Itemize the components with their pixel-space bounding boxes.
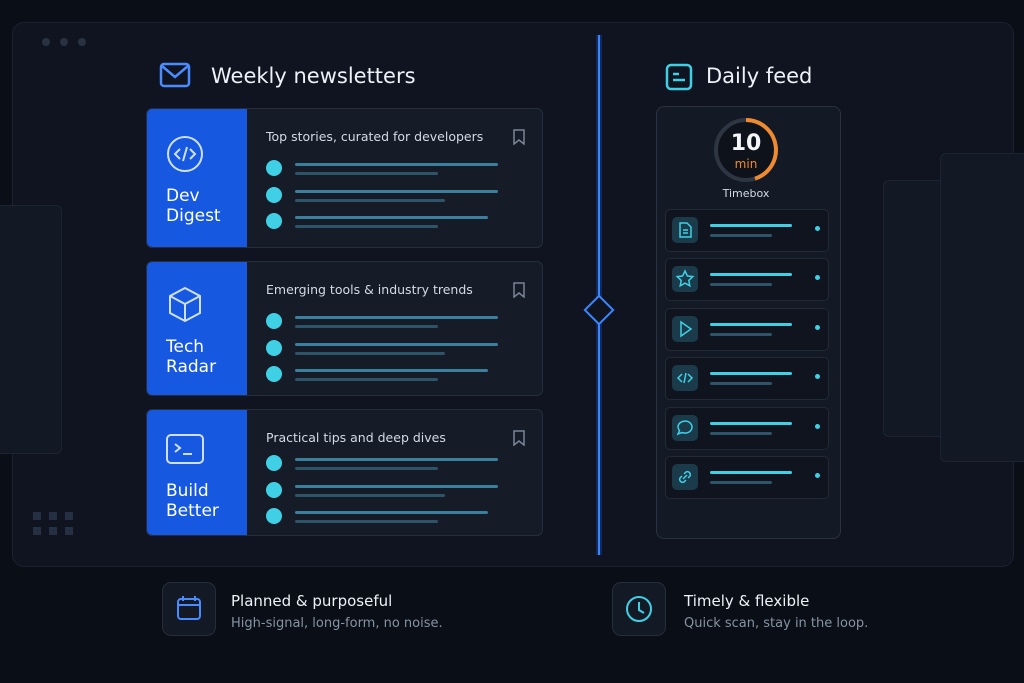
- status-dot: [815, 374, 820, 380]
- check-icon: [266, 313, 282, 329]
- status-dot: [815, 324, 820, 330]
- feed-row[interactable]: [665, 406, 829, 450]
- card-name: Build Better: [166, 480, 219, 521]
- text-line: [710, 431, 772, 435]
- ghost-panel: [0, 205, 62, 454]
- check-icon: [266, 508, 282, 524]
- text-line: [295, 216, 488, 219]
- text-line: [710, 273, 792, 277]
- status-dot: [815, 226, 820, 231]
- footer-subtitle: Quick scan, stay in the loop.: [684, 616, 869, 631]
- newsletter-card: Dev Digest Top stories, curated for devel…: [146, 108, 543, 248]
- text-line: [710, 322, 792, 326]
- text-line: [295, 511, 488, 514]
- feed-icon: [672, 217, 698, 243]
- feed-icon: [672, 464, 698, 490]
- text-line: [295, 325, 438, 328]
- card-badge: Tech Radar: [147, 262, 247, 395]
- footer-title: Planned & purposeful: [231, 592, 393, 610]
- feed-panel: 10 min Timebox: [656, 106, 841, 539]
- text-line: [295, 190, 498, 193]
- card-description: Practical tips and deep dives: [266, 430, 446, 445]
- feed-icon: [672, 266, 698, 293]
- card-name: Tech Radar: [166, 336, 217, 377]
- clock-icon: [612, 582, 666, 636]
- section-title: Daily feed: [706, 64, 813, 88]
- feed-icon: [672, 315, 698, 342]
- text-line: [710, 283, 772, 287]
- card-badge: Dev Digest: [147, 109, 247, 247]
- check-icon: [266, 455, 282, 471]
- check-icon: [266, 160, 282, 176]
- card-name: Dev Digest: [166, 186, 221, 226]
- text-line: [710, 332, 772, 336]
- text-line: [295, 485, 498, 488]
- bookmark-icon[interactable]: [512, 282, 526, 298]
- text-line: [295, 467, 438, 470]
- footer-title: Timely & flexible: [684, 592, 810, 610]
- bookmark-icon[interactable]: [512, 129, 526, 145]
- ghost-panel: [940, 153, 1024, 462]
- check-icon: [266, 482, 282, 498]
- timer-unit: min: [734, 157, 758, 171]
- text-line: [710, 372, 792, 376]
- text-line: [295, 494, 445, 497]
- text-line: [295, 378, 438, 381]
- card-icon: [167, 136, 203, 172]
- feed-row[interactable]: [665, 456, 829, 499]
- text-line: [710, 421, 792, 425]
- timer-ring: [714, 118, 778, 182]
- newsletter-card: Build Better Practical tips and deep dive…: [146, 409, 543, 536]
- feed-row[interactable]: [665, 258, 829, 302]
- mail-icon: [159, 62, 191, 88]
- card-description: Top stories, curated for developers: [266, 129, 484, 144]
- text-line: [295, 369, 488, 372]
- text-line: [710, 382, 772, 386]
- newsletter-card: Tech Radar Emerging tools & industry tren…: [146, 261, 543, 396]
- feed-row[interactable]: [665, 357, 829, 401]
- card-icon: [169, 286, 201, 322]
- check-icon: [266, 187, 282, 203]
- text-line: [710, 224, 792, 227]
- feed-row[interactable]: [665, 307, 829, 351]
- text-line: [295, 172, 438, 175]
- card-description: Emerging tools & industry trends: [266, 282, 473, 297]
- text-line: [710, 481, 772, 484]
- text-line: [710, 471, 792, 474]
- check-icon: [266, 340, 282, 356]
- text-line: [295, 343, 498, 346]
- feed-icon: [672, 365, 698, 392]
- check-icon: [266, 366, 282, 382]
- status-dot: [815, 473, 820, 478]
- section-title: Weekly newsletters: [211, 64, 416, 88]
- card-icon: [166, 433, 204, 464]
- text-line: [295, 458, 498, 461]
- text-line: [295, 316, 498, 319]
- feed-icon: [665, 63, 693, 91]
- timer-number: 10: [730, 131, 762, 156]
- feed-row[interactable]: [665, 209, 829, 252]
- footer-subtitle: High-signal, long-form, no noise.: [231, 616, 443, 631]
- feed-icon: [672, 414, 698, 441]
- check-icon: [266, 213, 282, 229]
- calendar-icon: [162, 582, 216, 636]
- bookmark-icon[interactable]: [512, 430, 526, 446]
- text-line: [295, 163, 498, 166]
- text-line: [295, 520, 438, 523]
- timer-label: Timebox: [722, 187, 770, 200]
- text-line: [710, 234, 772, 237]
- text-line: [295, 199, 445, 202]
- text-line: [295, 225, 438, 228]
- card-badge: Build Better: [147, 410, 247, 535]
- ghost-panel: [883, 180, 945, 437]
- status-dot: [815, 275, 820, 281]
- text-line: [295, 352, 445, 355]
- status-dot: [815, 423, 820, 429]
